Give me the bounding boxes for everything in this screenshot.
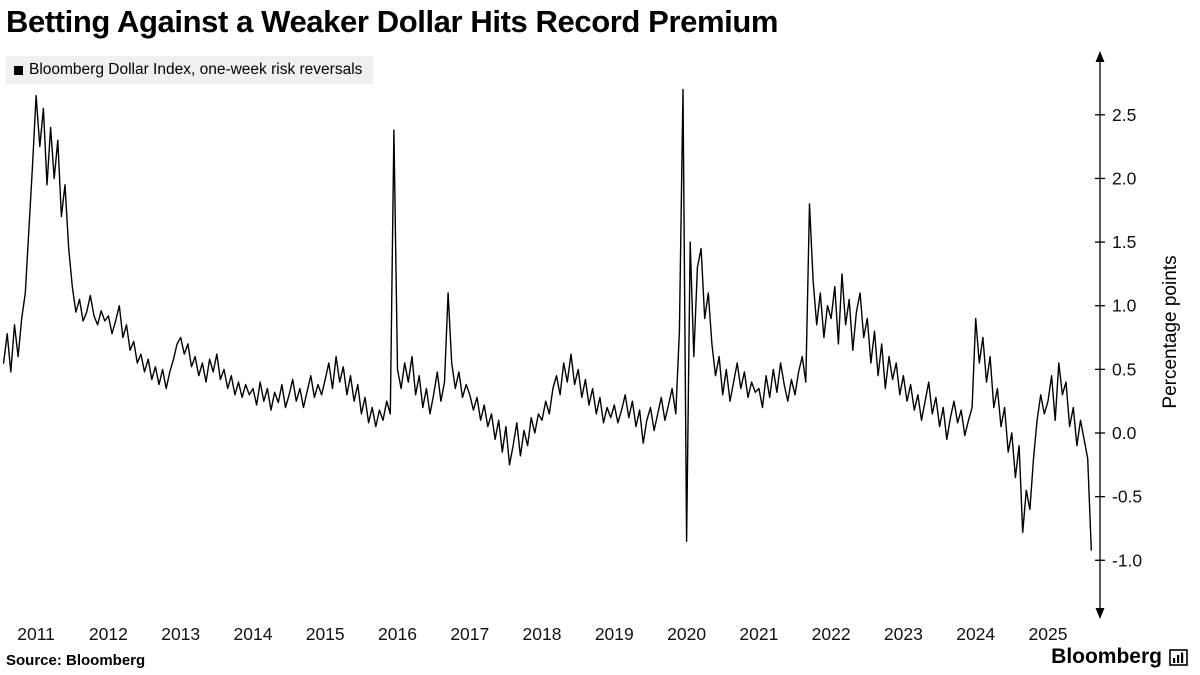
bloomberg-logo: Bloomberg xyxy=(1051,645,1188,669)
x-tick-label: 2025 xyxy=(1029,624,1068,644)
chart-svg: 2.5 2.0 1.5 1.0 0.5 0.0 -0.5 -1.0 2011 2012 2013 20… xyxy=(2,51,1142,644)
y-tick-label: 1.0 xyxy=(1112,296,1137,316)
y-axis-title: Percentage points xyxy=(1160,255,1181,409)
bar-chart-icon xyxy=(1169,648,1188,666)
legend-swatch-icon xyxy=(14,65,23,75)
y-tick-label: 1.5 xyxy=(1112,232,1136,252)
x-tick-label: 2017 xyxy=(450,624,489,644)
x-tick-label: 2014 xyxy=(234,624,273,644)
x-tick-label: 2011 xyxy=(17,624,55,644)
y-tick-label: -1.0 xyxy=(1112,550,1142,570)
x-tick-label: 2018 xyxy=(523,624,562,644)
y-tick-label: -0.5 xyxy=(1112,487,1142,507)
x-tick-label: 2019 xyxy=(595,624,634,644)
x-tick-label: 2020 xyxy=(667,624,706,644)
source-note: Source: Bloomberg xyxy=(6,652,146,669)
x-tick-label: 2012 xyxy=(89,624,128,644)
bloomberg-logo-text: Bloomberg xyxy=(1051,645,1162,668)
x-tick-label: 2022 xyxy=(812,624,851,644)
y-axis-bottom-arrow-icon xyxy=(1095,608,1105,619)
y-tick-label: 2.0 xyxy=(1112,168,1137,188)
y-axis-top-arrow-icon xyxy=(1095,51,1105,62)
x-tick-label: 2023 xyxy=(884,624,923,644)
x-tick-label: 2024 xyxy=(956,624,995,644)
legend-label: Bloomberg Dollar Index, one-week risk re… xyxy=(29,61,363,78)
x-tick-label: 2013 xyxy=(161,624,200,644)
x-tick-label: 2016 xyxy=(378,624,417,644)
x-tick-label: 2015 xyxy=(306,624,345,644)
y-tick-label: 0.5 xyxy=(1112,359,1136,379)
y-tick-label: 2.5 xyxy=(1112,105,1136,125)
series-line xyxy=(2,88,1093,551)
x-tick-label: 2021 xyxy=(739,624,778,644)
y-tick-label: 0.0 xyxy=(1112,423,1137,443)
legend: Bloomberg Dollar Index, one-week risk re… xyxy=(6,56,374,84)
page-title: Betting Against a Weaker Dollar Hits Rec… xyxy=(6,4,779,39)
